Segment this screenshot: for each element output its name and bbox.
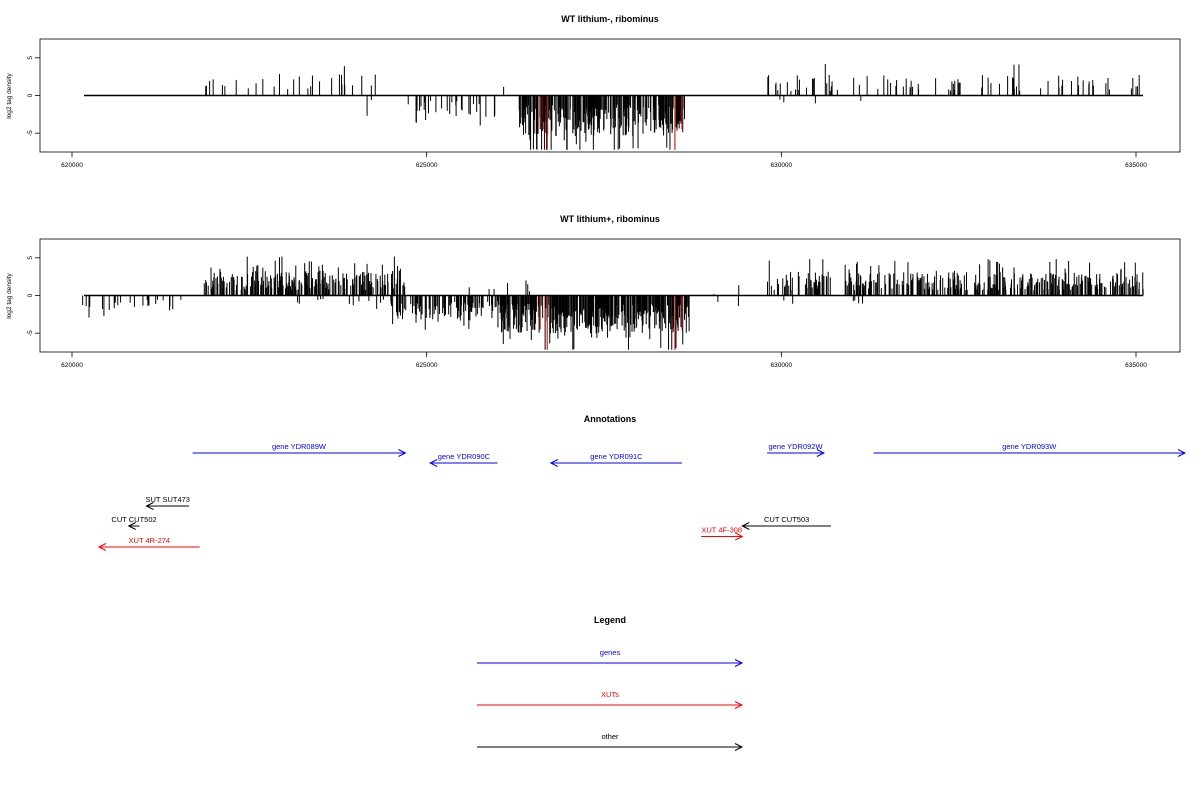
feature-arrow-head [1177, 449, 1187, 457]
legend-label: XUTs [601, 690, 619, 699]
x-tick-label: 625000 [416, 162, 438, 169]
y-tick-label: 5 [27, 256, 34, 260]
panel-title: WT lithium-, ribominus [561, 14, 659, 24]
y-tick-label: -5 [27, 130, 34, 136]
feature-gene: gene YDR090C [429, 452, 498, 467]
feature-label: XUT 4F-308 [701, 526, 742, 535]
legend-item-xut: XUTs [477, 690, 744, 709]
legend-arrow-head [734, 659, 744, 667]
x-tick-label: 625000 [416, 362, 438, 369]
feature-gene: gene YDR093W [873, 442, 1187, 457]
legend-title: Legend [594, 615, 626, 625]
feature-label: gene YDR091C [590, 452, 643, 461]
legend-item-other: other [477, 732, 744, 751]
legend-label: other [601, 732, 619, 741]
feature-arrow-head [145, 502, 154, 510]
feature-arrow-head [735, 532, 744, 541]
feature-label: gene YDR093W [1002, 442, 1057, 451]
feature-arrow-head [429, 459, 438, 467]
feature-label: gene YDR089W [272, 442, 327, 451]
axes: 620000 625000 630000 635000 -5 0 5 [27, 56, 1147, 169]
coverage-bars [84, 64, 1144, 150]
feature-label: CUT CUT502 [111, 515, 156, 524]
x-tick-label: 635000 [1125, 162, 1147, 169]
feature-arrows: gene YDR089W gene YDR090C gene YDR091C gene… [97, 442, 1187, 551]
feature-xut: XUT 4R-274 [97, 536, 200, 551]
legend-label: genes [600, 648, 621, 657]
feature-other: CUT CUT502 [111, 515, 157, 530]
axes: 620000 625000 630000 635000 -5 0 5 [27, 256, 1147, 369]
feature-arrow-head [741, 522, 750, 530]
feature-label: CUT CUT503 [764, 515, 809, 524]
y-tick-label: 0 [27, 93, 34, 97]
y-axis-label: log2 tag density [6, 272, 13, 318]
feature-arrow-head [127, 522, 136, 530]
feature-label: XUT 4R-274 [129, 536, 171, 545]
legend-arrow-head [734, 743, 744, 751]
legend-items: genes XUTs other [477, 648, 744, 751]
feature-label: gene YDR090C [438, 452, 491, 461]
panel-title: WT lithium+, ribominus [560, 214, 660, 224]
feature-arrow-head [549, 459, 559, 467]
feature-other: SUT SUT473 [145, 495, 190, 510]
feature-xut: XUT 4F-308 [701, 526, 744, 541]
legend: Legend genes XUTs other [477, 615, 744, 751]
feature-arrow-head [398, 449, 407, 457]
x-tick-label: 630000 [770, 362, 792, 369]
coverage-bars [82, 256, 1144, 350]
feature-arrow-head [97, 543, 107, 551]
feature-arrow-head [816, 449, 826, 457]
feature-gene: gene YDR092W [767, 442, 826, 457]
y-tick-label: 0 [27, 293, 34, 297]
x-tick-label: 635000 [1125, 362, 1147, 369]
y-tick-label: -5 [27, 330, 34, 336]
coverage-panel-lithium-plus: WT lithium+, ribominus log2 tag density … [6, 214, 1181, 369]
x-tick-label: 620000 [61, 162, 83, 169]
legend-arrow-head [734, 701, 744, 709]
feature-gene: gene YDR089W [192, 442, 407, 457]
feature-gene: gene YDR091C [549, 452, 683, 467]
feature-label: gene YDR092W [768, 442, 823, 451]
x-tick-label: 630000 [770, 162, 792, 169]
feature-label: SUT SUT473 [146, 495, 190, 504]
legend-item-gene: genes [477, 648, 744, 667]
annotations-title: Annotations [584, 414, 637, 424]
x-tick-label: 620000 [61, 362, 83, 369]
y-tick-label: 5 [27, 56, 34, 60]
y-axis-label: log2 tag density [6, 72, 13, 118]
feature-other: CUT CUT503 [741, 515, 831, 530]
coverage-panel-lithium-minus: WT lithium-, ribominus log2 tag density … [6, 14, 1181, 169]
